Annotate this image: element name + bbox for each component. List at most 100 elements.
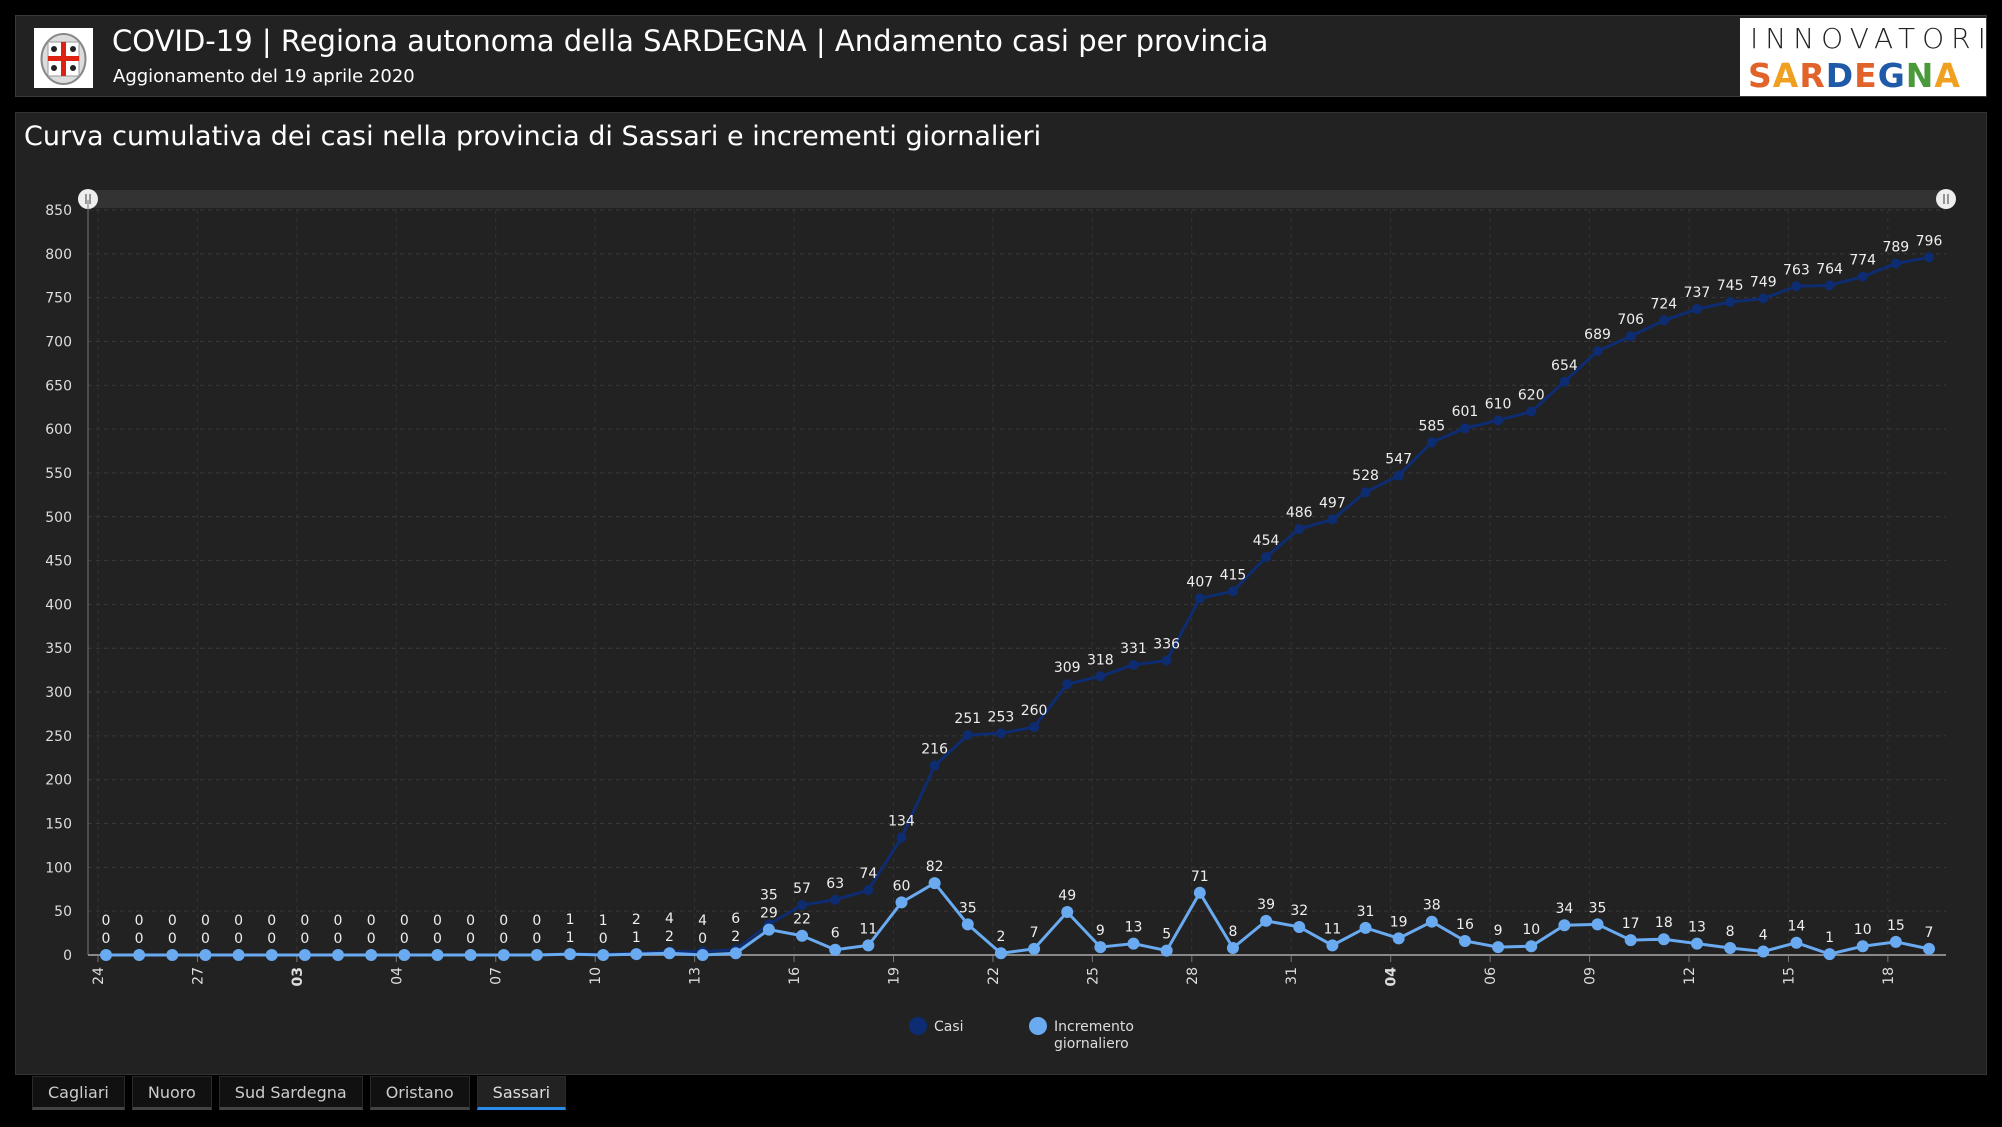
data-point	[564, 948, 577, 961]
data-point	[1889, 935, 1902, 948]
data-point	[1161, 655, 1172, 666]
data-label: 689	[1584, 327, 1611, 343]
data-label: 0	[300, 913, 309, 929]
tab-cagliari[interactable]: Cagliari	[32, 1076, 125, 1110]
tab-sassari[interactable]: Sassari	[476, 1076, 567, 1110]
data-label: 8	[1726, 924, 1735, 940]
data-point	[929, 760, 940, 771]
chart-title: Curva cumulativa dei casi nella provinci…	[24, 121, 1042, 152]
data-point	[1062, 679, 1073, 690]
data-label: 22	[793, 912, 811, 928]
data-point	[1757, 945, 1770, 958]
data-label: 11	[859, 921, 877, 937]
data-label: 1	[632, 930, 641, 946]
data-point	[597, 949, 610, 961]
data-point	[1459, 423, 1470, 434]
data-label: 8	[1228, 924, 1237, 940]
range-handle-right[interactable]	[1936, 189, 1956, 209]
data-label: 0	[102, 913, 111, 929]
data-point	[829, 943, 842, 956]
data-label: 13	[1688, 920, 1706, 936]
data-label: 9	[1494, 923, 1503, 939]
data-label: 260	[1021, 703, 1048, 719]
data-point	[1526, 406, 1537, 417]
data-label: 749	[1750, 275, 1777, 291]
x-tick-label: 25	[1085, 967, 1101, 985]
x-tick-label: 18	[1881, 967, 1897, 985]
data-point	[961, 918, 974, 931]
data-point	[298, 949, 311, 961]
x-tick-label: 27	[190, 967, 206, 985]
data-point	[1393, 470, 1404, 481]
data-label: 415	[1220, 567, 1247, 583]
y-tick-label: 350	[45, 641, 72, 657]
tab-oristano[interactable]: Oristano	[369, 1076, 470, 1110]
data-label: 6	[731, 911, 740, 927]
series-casi	[101, 252, 1934, 960]
data-label: 35	[1589, 900, 1607, 916]
data-point	[928, 877, 941, 890]
y-tick-label: 600	[45, 422, 72, 438]
data-point	[729, 947, 742, 960]
data-point	[1128, 659, 1139, 670]
data-point	[1061, 906, 1074, 919]
data-label: 0	[201, 931, 210, 947]
data-label: 10	[1522, 922, 1540, 938]
data-label: 31	[1357, 904, 1375, 920]
data-point	[265, 949, 278, 961]
data-point	[995, 728, 1006, 739]
data-point	[1624, 934, 1637, 947]
data-label: 82	[926, 859, 944, 875]
data-point	[762, 923, 775, 936]
data-point	[1791, 281, 1802, 292]
data-label: 13	[1125, 920, 1143, 936]
y-tick-label: 550	[45, 466, 72, 482]
data-label: 724	[1650, 296, 1677, 312]
data-point	[1261, 552, 1272, 563]
x-tick-label: 09	[1583, 967, 1599, 985]
data-label: 454	[1253, 533, 1280, 549]
data-point	[431, 949, 444, 961]
data-label: 0	[532, 931, 541, 947]
data-label: 0	[201, 913, 210, 929]
x-tick-label: 19	[886, 967, 902, 985]
data-label: 74	[859, 866, 877, 882]
data-label: 0	[135, 913, 144, 929]
x-tick-label: 31	[1284, 967, 1300, 985]
labels-casi: 0 0 0 0 0 0 0 0 0 0 0 0 0 0 1 1 2 4 4 6 35 57 63 74 134 216 251 253…	[102, 233, 1943, 929]
data-label: 2	[632, 912, 641, 928]
data-label: 0	[168, 913, 177, 929]
tab-nuoro[interactable]: Nuoro	[131, 1076, 212, 1110]
data-label: 0	[135, 931, 144, 947]
series-incremento	[100, 877, 1935, 961]
data-label: 60	[893, 878, 911, 894]
y-tick-label: 100	[45, 860, 72, 876]
data-label: 774	[1849, 253, 1876, 269]
data-point	[895, 896, 908, 909]
data-label: 0	[334, 931, 343, 947]
data-point	[1690, 937, 1703, 950]
data-point	[1492, 941, 1505, 954]
data-point	[166, 949, 179, 961]
x-tick-label: 06	[1483, 967, 1499, 985]
data-label: 14	[1788, 919, 1806, 935]
data-label: 7	[1030, 925, 1039, 941]
x-tick-label: 15	[1781, 967, 1797, 985]
data-point	[1823, 948, 1836, 961]
data-label: 4	[665, 911, 674, 927]
chart-panel: Curva cumulativa dei casi nella provinci…	[15, 112, 1987, 1075]
data-label: 7	[1925, 925, 1934, 941]
data-label: 134	[888, 814, 915, 830]
data-label: 49	[1058, 888, 1076, 904]
data-label: 745	[1717, 278, 1744, 294]
range-handle-left[interactable]	[78, 189, 98, 209]
y-tick-label: 250	[45, 729, 72, 745]
data-point	[1095, 671, 1106, 682]
data-label: 0	[367, 913, 376, 929]
data-point	[830, 894, 841, 905]
y-tick-label: 450	[45, 554, 72, 570]
data-point	[1558, 919, 1571, 932]
data-label: 29	[760, 906, 778, 922]
tab-sud-sardegna[interactable]: Sud Sardegna	[218, 1076, 363, 1110]
data-label: 35	[959, 900, 977, 916]
